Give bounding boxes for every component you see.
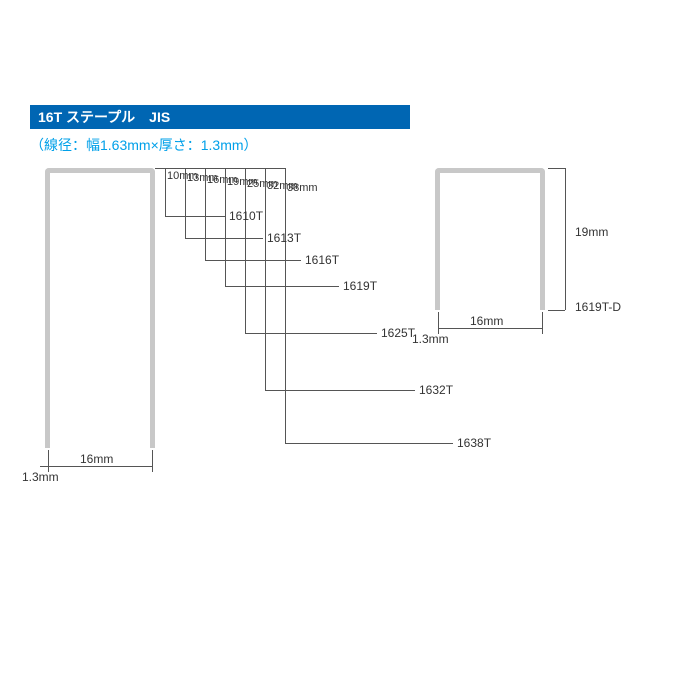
dim-line — [48, 466, 153, 467]
dim-line — [565, 168, 566, 310]
variant-leader — [285, 168, 286, 443]
dim-line — [438, 328, 543, 329]
dim-tick — [152, 450, 153, 472]
small-width-label: 16mm — [470, 314, 503, 328]
dim-line — [40, 466, 48, 467]
thickness-label-large: 1.3mm — [22, 470, 59, 484]
staple-small — [435, 168, 545, 310]
variant-code-label: 1638T — [457, 436, 491, 450]
variant-code-leader — [285, 443, 453, 444]
variant-code-leader — [185, 238, 263, 239]
variant-length-label: 38mm — [287, 182, 318, 194]
dim-tick — [548, 310, 565, 311]
width-label-large: 16mm — [80, 452, 113, 466]
variant-code-label: 1632T — [419, 383, 453, 397]
variant-code-leader — [165, 216, 225, 217]
variant-code-leader — [225, 286, 339, 287]
dim-tick — [48, 450, 49, 472]
variant-leader — [245, 168, 246, 333]
title-bar: 16T ステープル JIS — [30, 105, 410, 129]
variant-code-leader — [205, 260, 301, 261]
variant-code-label: 1625T — [381, 326, 415, 340]
small-length-label: 19mm — [575, 225, 608, 239]
staple-large — [45, 168, 155, 448]
variant-code-leader — [245, 333, 377, 334]
subtitle: （線径：幅1.63mm×厚さ：1.3mm） — [30, 135, 258, 155]
variant-code-label: 1610T — [229, 209, 263, 223]
small-thickness-label: 1.3mm — [412, 332, 449, 346]
variant-code-leader — [265, 390, 415, 391]
variant-code-label: 1613T — [267, 231, 301, 245]
dim-tick — [548, 168, 565, 169]
variant-top-connector — [155, 168, 285, 169]
variant-leader — [265, 168, 266, 390]
small-code-label: 1619T-D — [575, 300, 621, 314]
variant-code-label: 1616T — [305, 253, 339, 267]
variant-code-label: 1619T — [343, 279, 377, 293]
dim-tick — [542, 312, 543, 334]
dim-tick — [438, 312, 439, 334]
variant-leader — [165, 168, 166, 216]
